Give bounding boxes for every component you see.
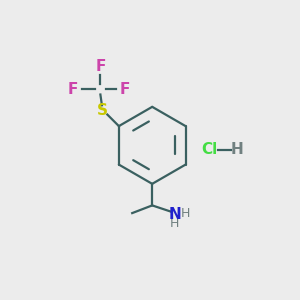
Text: F: F <box>95 58 106 74</box>
Text: F: F <box>68 82 78 97</box>
Text: S: S <box>96 103 107 118</box>
Text: F: F <box>120 82 130 97</box>
Text: H: H <box>230 142 243 158</box>
Text: H: H <box>181 207 190 220</box>
Text: H: H <box>170 217 179 230</box>
Text: N: N <box>169 207 182 222</box>
Text: Cl: Cl <box>201 142 217 158</box>
